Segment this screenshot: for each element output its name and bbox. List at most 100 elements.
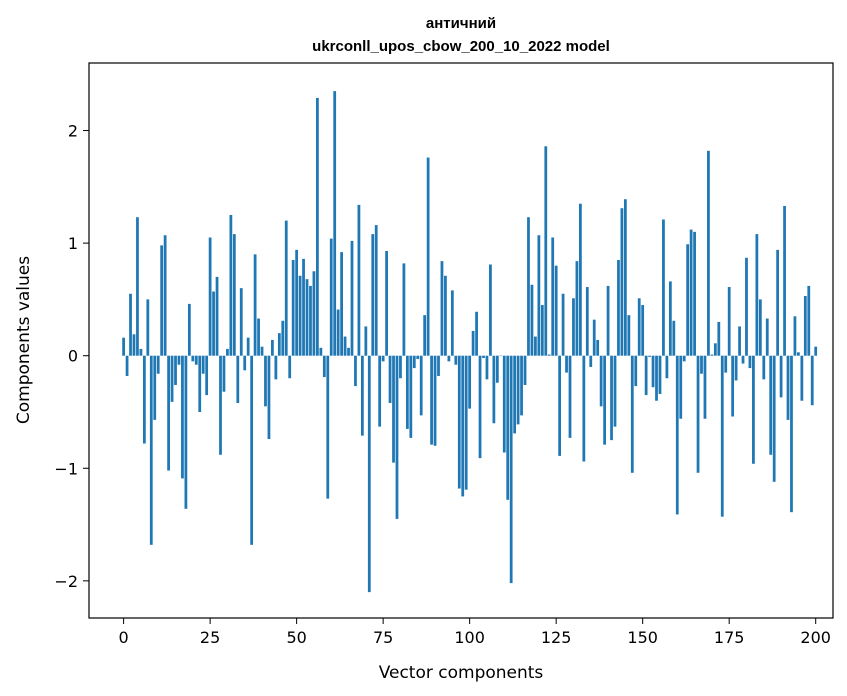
bar [662,219,665,356]
bar [807,285,811,356]
bar [385,251,388,356]
bar [506,355,510,500]
x-tick-label: 175 [714,628,745,647]
bar [309,285,312,356]
bar [205,355,209,396]
bar [412,355,416,369]
bar [378,355,382,427]
bar [655,355,658,401]
bar [745,257,748,356]
x-tick-label: 0 [119,628,129,647]
bar [388,355,392,403]
bar [693,231,696,356]
bar [423,315,427,356]
bar [530,284,534,356]
bar [613,355,617,427]
bar [769,355,773,455]
bar [229,214,233,356]
bar [592,319,596,356]
bar [187,303,191,356]
bar [392,355,395,463]
bar [129,293,132,356]
bar [672,320,676,356]
bar [215,276,219,356]
bar [731,355,735,417]
bar [271,339,274,356]
bar [122,337,125,356]
bar [125,355,129,376]
bar [658,355,662,394]
bar [755,234,759,356]
bar [478,355,482,459]
x-axis-label: Vector components [379,663,544,683]
bar [765,318,769,356]
bar [568,355,572,438]
y-axis-ticks: −2 −1 0 1 2 [54,122,89,591]
bar [440,261,444,356]
bar [551,237,555,356]
bar [246,337,250,356]
bar [402,263,406,356]
plot-frame [88,62,834,619]
bar [212,291,215,356]
bar [260,346,264,356]
bar [623,199,627,356]
bar [534,336,537,356]
bar [717,321,721,356]
x-axis-ticks: 0 25 50 75 100 125 150 175 200 [119,618,831,647]
bar [627,315,631,356]
bar [634,355,638,387]
bar [502,355,506,453]
bar [582,355,586,462]
chart-subtitle: ukrconll_upos_cbow_200_10_2022 model [312,38,610,55]
bar [495,355,499,383]
bar [302,258,305,356]
bar [194,355,198,365]
bar [482,355,485,358]
bar [426,157,430,356]
bar [561,293,565,356]
bar [219,355,222,455]
bar [641,305,645,356]
bar [492,355,496,424]
bar [454,355,458,365]
bar [381,355,385,362]
bar [447,355,451,362]
bar [222,355,226,392]
bar [630,355,634,473]
bar [149,355,153,545]
bar [243,355,247,371]
bar [136,217,139,356]
bar [547,354,551,356]
bars-group [122,91,818,593]
bar [319,347,323,356]
bar [316,97,319,356]
bar [797,352,800,356]
bar [461,355,465,497]
bar [146,299,150,356]
bar [579,203,582,356]
bar [738,326,741,356]
bar [160,245,164,356]
x-tick-label: 150 [627,628,658,647]
bar [295,249,299,356]
bar [201,355,205,374]
bar [142,355,146,444]
bar [758,299,762,356]
bar [523,355,527,385]
bar [713,343,717,356]
bar [298,275,302,356]
bar [371,234,375,356]
bar [776,249,780,356]
bar [464,355,468,490]
x-tick-label: 75 [373,628,393,647]
bar [471,330,475,356]
bar [540,305,544,356]
bar [727,287,731,356]
bar [357,204,361,356]
bar [554,265,558,356]
bar [170,355,174,402]
bar [253,254,257,356]
bar [367,355,371,593]
bar [565,355,568,373]
